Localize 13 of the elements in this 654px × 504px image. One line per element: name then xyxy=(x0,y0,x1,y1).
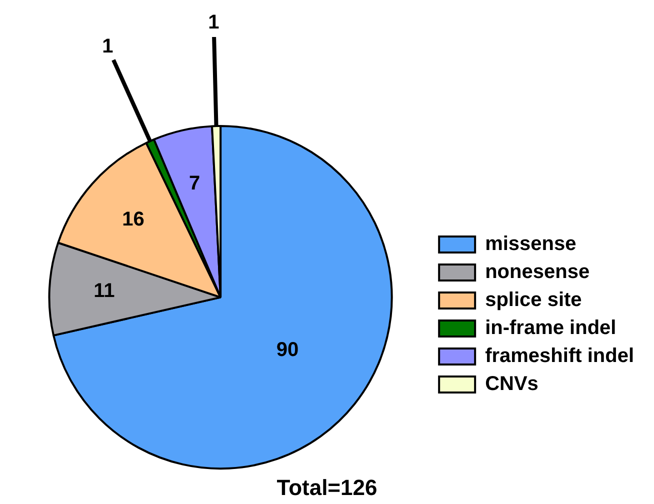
data-label: 11 xyxy=(94,280,115,302)
legend-label: CNVs xyxy=(485,373,538,396)
data-label: 90 xyxy=(276,339,299,362)
data-label: 1 xyxy=(102,36,114,58)
legend-label: in-frame indel xyxy=(485,317,616,340)
data-label: 16 xyxy=(122,208,144,231)
legend-label: missense xyxy=(485,233,576,256)
text: Total=126 xyxy=(276,474,378,500)
legend-label: frameshift indel xyxy=(485,345,634,368)
legend-label: splice site xyxy=(485,289,582,312)
legend-label: nonesense xyxy=(485,261,590,284)
data-label: 7 xyxy=(189,172,200,194)
data-label: 1 xyxy=(208,12,220,34)
